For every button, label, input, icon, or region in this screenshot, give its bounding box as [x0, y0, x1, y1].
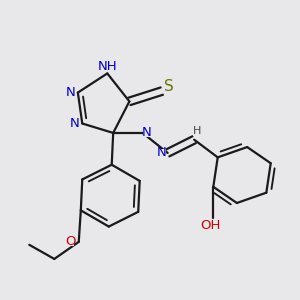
FancyBboxPatch shape	[100, 62, 115, 70]
Text: S: S	[164, 79, 174, 94]
Text: O: O	[65, 236, 76, 248]
FancyBboxPatch shape	[202, 221, 218, 230]
FancyBboxPatch shape	[158, 148, 166, 158]
FancyBboxPatch shape	[67, 238, 74, 246]
Text: N: N	[66, 86, 75, 99]
Text: OH: OH	[200, 219, 220, 232]
FancyBboxPatch shape	[67, 88, 74, 97]
FancyBboxPatch shape	[71, 119, 79, 128]
Text: H: H	[193, 126, 201, 136]
Text: NH: NH	[98, 60, 117, 73]
FancyBboxPatch shape	[193, 127, 201, 136]
Text: N: N	[70, 117, 80, 130]
FancyBboxPatch shape	[165, 82, 173, 91]
FancyBboxPatch shape	[143, 128, 151, 137]
Text: N: N	[157, 146, 167, 159]
Text: N: N	[142, 126, 152, 140]
